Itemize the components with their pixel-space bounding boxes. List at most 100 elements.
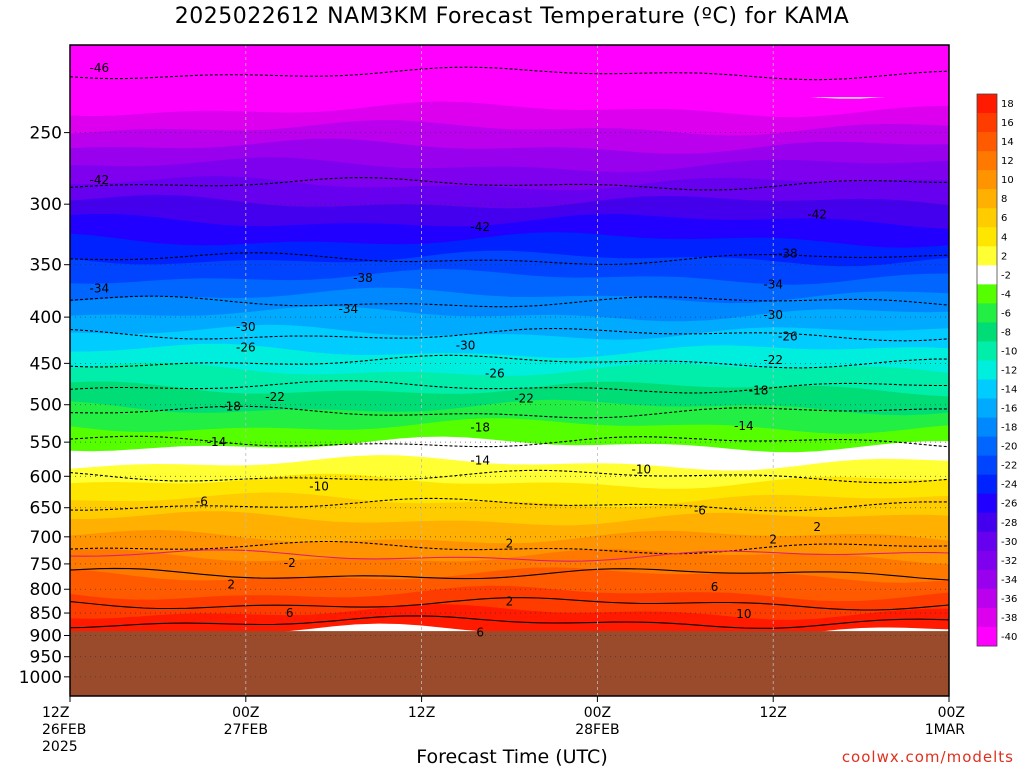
contour-label: -14 bbox=[207, 435, 227, 449]
colorbar-tick-label: -28 bbox=[1001, 518, 1017, 529]
isotherm-line bbox=[70, 567, 949, 581]
ground-area bbox=[70, 631, 949, 696]
contour-label: -22 bbox=[514, 391, 534, 405]
contour-label: 10 bbox=[736, 607, 751, 621]
colorbar-swatch bbox=[977, 303, 997, 323]
contour-label: -26 bbox=[778, 329, 798, 343]
contour-label: 2 bbox=[769, 533, 777, 547]
contour-label: -30 bbox=[456, 339, 476, 353]
isotherm-contours bbox=[70, 66, 949, 629]
colorbar-tick-label: 10 bbox=[1001, 175, 1014, 186]
isotherm-line bbox=[70, 405, 949, 419]
colorbar-swatch bbox=[977, 246, 997, 266]
colorbar-tick-label: -30 bbox=[1001, 537, 1017, 548]
contour-label: -22 bbox=[265, 390, 285, 404]
contour-label: 6 bbox=[286, 606, 294, 620]
x-tick-label: 27FEB bbox=[224, 722, 268, 738]
watermark-link-text: coolwx.com/modelts bbox=[841, 748, 1014, 766]
colorbar-tick-label: 14 bbox=[1001, 137, 1014, 148]
contour-label: -30 bbox=[763, 308, 783, 322]
isotherm-line bbox=[70, 295, 949, 308]
isotherm-line bbox=[70, 354, 949, 369]
colorbar-tick-label: 8 bbox=[1001, 194, 1007, 205]
colorbar-swatch bbox=[977, 94, 997, 114]
colorbar-swatch bbox=[977, 265, 997, 285]
x-tick-label: 2025 bbox=[42, 739, 78, 755]
plot-frame bbox=[69, 44, 950, 697]
contour-label: -30 bbox=[236, 320, 256, 334]
colorbar-tick-label: -6 bbox=[1001, 308, 1011, 319]
colorbar-tick-label: 18 bbox=[1001, 99, 1014, 110]
isotherm-line bbox=[70, 380, 949, 394]
isotherm-line bbox=[70, 497, 949, 512]
isotherm-line bbox=[70, 549, 949, 562]
x-tick-label: 00Z bbox=[584, 705, 611, 721]
colorbar-tick-label: 2 bbox=[1001, 251, 1007, 262]
contour-label: -14 bbox=[734, 419, 754, 433]
y-tick-label: 950 bbox=[30, 648, 62, 668]
contour-label: -34 bbox=[763, 277, 783, 291]
colorbar-tick-label: -34 bbox=[1001, 575, 1017, 586]
isotherm-line bbox=[70, 177, 949, 191]
x-tick-label: 1MAR bbox=[925, 722, 966, 738]
ground-below-surface bbox=[70, 631, 949, 696]
colorbar-tick-label: -16 bbox=[1001, 404, 1017, 415]
colorbar-swatch bbox=[977, 379, 997, 400]
contour-label: -10 bbox=[309, 480, 329, 494]
isotherm-line bbox=[70, 615, 949, 629]
colorbar-swatch bbox=[977, 151, 997, 171]
contour-labels: -46-42-42-42-38-38-34-34-34-30-30-30-26-… bbox=[89, 61, 826, 640]
contour-label: -46 bbox=[89, 61, 109, 75]
colorbar-tick-label: 12 bbox=[1001, 156, 1014, 167]
colorbar-frame bbox=[976, 93, 998, 647]
colorbar-tick-label: 16 bbox=[1001, 118, 1014, 129]
y-tick-label: 400 bbox=[30, 308, 62, 328]
x-tick-label: 28FEB bbox=[575, 722, 619, 738]
contour-label: -26 bbox=[485, 367, 505, 381]
colorbar-swatch bbox=[977, 417, 997, 438]
contour-label: -18 bbox=[470, 421, 490, 435]
colorbar-swatch bbox=[977, 588, 997, 609]
colorbar-swatch bbox=[977, 455, 997, 476]
contour-label: -2 bbox=[284, 556, 296, 570]
y-tick-label: 350 bbox=[30, 256, 62, 276]
isotherm-line bbox=[70, 469, 949, 484]
contour-label: 2 bbox=[506, 536, 514, 550]
x-tick-label: 00Z bbox=[232, 705, 259, 721]
contour-label: -38 bbox=[778, 246, 798, 260]
colorbar-swatch bbox=[977, 493, 997, 514]
contour-label: -34 bbox=[89, 282, 109, 296]
colorbar-swatch bbox=[977, 436, 997, 457]
colorbar-swatch bbox=[977, 626, 997, 647]
colorbar-swatch bbox=[977, 189, 997, 209]
y-axis-pressure-ticks: 2503003504004505005506006507007508008509… bbox=[19, 124, 70, 688]
colorbar-swatch bbox=[977, 284, 997, 304]
contour-label: -42 bbox=[470, 220, 490, 234]
colorbar-tick-label: -4 bbox=[1001, 289, 1011, 300]
contour-label: -22 bbox=[763, 353, 783, 367]
colorbar-tick-label: -18 bbox=[1001, 423, 1017, 434]
contour-label: -42 bbox=[807, 208, 827, 222]
contour-label: -38 bbox=[353, 271, 373, 285]
y-tick-label: 1000 bbox=[19, 668, 62, 688]
y-tick-label: 850 bbox=[30, 604, 62, 624]
isotherm-line bbox=[70, 540, 949, 555]
contour-label: 2 bbox=[506, 594, 514, 608]
colorbar-tick-label: -12 bbox=[1001, 366, 1017, 377]
colorbar-swatch bbox=[977, 322, 997, 342]
colorbar-swatch bbox=[977, 132, 997, 152]
x-tick-label: 00Z bbox=[938, 705, 965, 721]
colorbar-tick-label: -2 bbox=[1001, 270, 1011, 281]
colorbar-swatch bbox=[977, 512, 997, 533]
x-axis-label: Forecast Time (UTC) bbox=[416, 746, 608, 768]
contour-label: -6 bbox=[196, 495, 208, 509]
colorbar-swatch bbox=[977, 550, 997, 571]
y-tick-label: 600 bbox=[30, 467, 62, 487]
y-tick-label: 650 bbox=[30, 499, 62, 519]
colorbar-tick-label: -36 bbox=[1001, 594, 1017, 605]
contour-label: -26 bbox=[236, 340, 256, 354]
contour-label: 6 bbox=[711, 580, 719, 594]
colorbar-tick-label: -26 bbox=[1001, 499, 1017, 510]
contour-label: -42 bbox=[89, 173, 109, 187]
